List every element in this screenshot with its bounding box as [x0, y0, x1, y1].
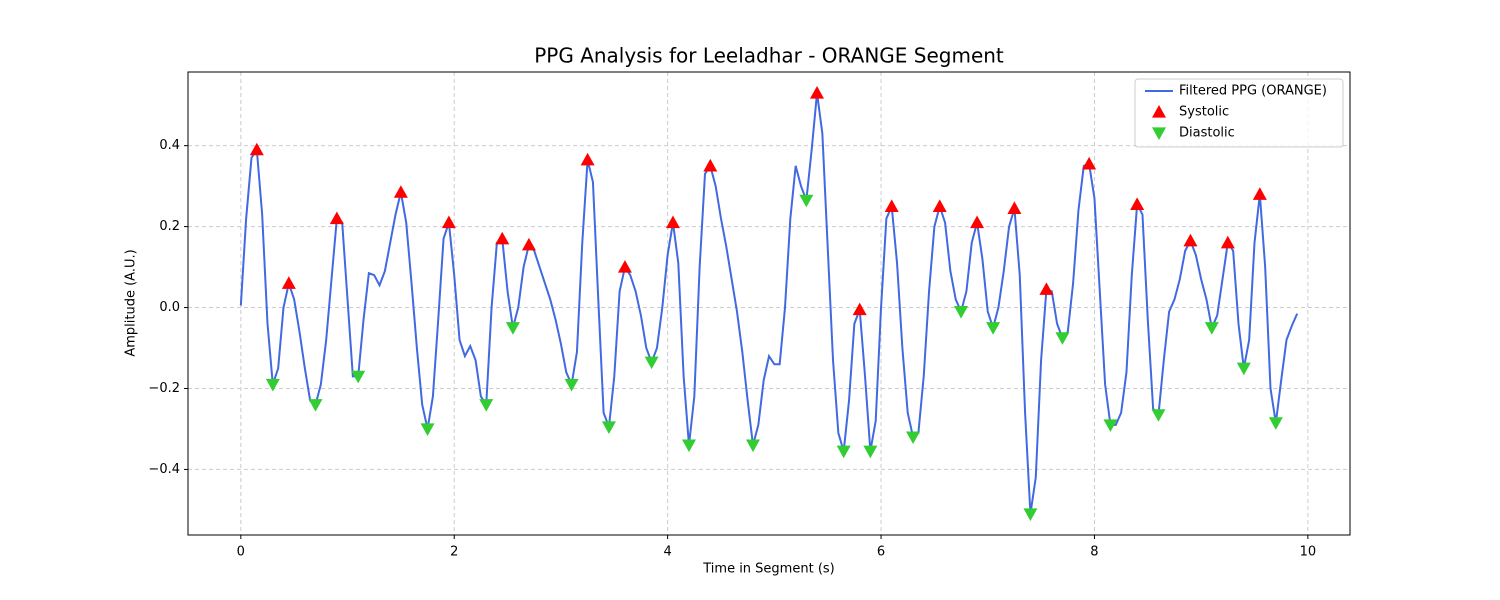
systolic-marker — [703, 158, 718, 172]
diastolic-marker — [863, 445, 878, 459]
diastolic-marker — [1023, 508, 1038, 521]
systolic-marker — [884, 199, 899, 212]
diastolic-marker — [1055, 332, 1070, 345]
y-tick-label: 0.0 — [159, 300, 180, 315]
plot-frame — [187, 71, 1351, 536]
y-axis-label: Amplitude (A.U.) — [124, 249, 139, 356]
systolic-marker — [852, 302, 867, 316]
systolic-marker — [495, 231, 510, 245]
legend-label: Systolic — [1179, 105, 1229, 120]
diastolic-marker — [351, 370, 366, 384]
systolic-marker — [1130, 197, 1145, 210]
diastolic-marker — [564, 378, 579, 392]
diastolic-marker — [479, 399, 494, 412]
diastolic-marker — [986, 322, 1001, 335]
legend-marker — [1152, 127, 1166, 140]
systolic-marker — [665, 215, 680, 229]
ppg-line — [239, 92, 1299, 515]
diastolic-marker — [265, 378, 280, 392]
diastolic-marker — [420, 423, 435, 436]
systolic-marker — [281, 276, 296, 289]
systolic-marker — [1007, 201, 1022, 214]
diastolic-marker — [681, 439, 696, 453]
systolic-marker — [810, 86, 825, 99]
diastolic-marker — [954, 305, 969, 319]
diastolic-marker — [1204, 322, 1219, 335]
systolic-marker — [1252, 187, 1267, 200]
diastolic-marker — [745, 439, 760, 453]
y-tick-label: 0.2 — [159, 219, 180, 234]
systolic-marker — [970, 215, 985, 229]
systolic-marker — [1082, 156, 1097, 170]
diastolic-marker — [1236, 362, 1251, 376]
diastolic-marker — [799, 194, 814, 208]
diastolic-marker — [906, 431, 921, 445]
diastolic-marker — [1103, 419, 1118, 432]
y-tick-label: −0.2 — [148, 381, 180, 396]
x-tick-label: 6 — [877, 545, 885, 560]
systolic-marker — [1183, 233, 1198, 247]
systolic-marker — [393, 185, 408, 198]
diastolic-marker — [505, 322, 520, 335]
diastolic-marker — [836, 445, 851, 459]
x-axis-label: Time in Segment (s) — [702, 562, 834, 577]
y-tick-label: 0.4 — [159, 138, 180, 153]
diastolic-marker — [1268, 417, 1283, 430]
systolic-marker — [249, 142, 264, 156]
x-tick-label: 0 — [237, 545, 245, 560]
diastolic-marker — [1151, 409, 1166, 422]
legend-label: Diastolic — [1179, 126, 1235, 141]
legend-label: Filtered PPG (ORANGE) — [1179, 84, 1327, 99]
x-tick-label: 4 — [663, 545, 671, 560]
x-tick-label: 2 — [450, 545, 458, 560]
chart-title: PPG Analysis for Leeladhar - ORANGE Segm… — [534, 44, 1004, 68]
systolic-marker — [1039, 282, 1054, 295]
legend-box — [1134, 78, 1344, 148]
systolic-marker — [521, 237, 536, 251]
diastolic-marker — [308, 399, 323, 412]
x-tick-label: 8 — [1090, 545, 1098, 560]
diastolic-marker — [601, 421, 616, 434]
systolic-marker — [932, 199, 947, 212]
systolic-marker — [1220, 235, 1235, 249]
x-tick-label: 10 — [1300, 545, 1317, 560]
systolic-marker — [617, 260, 632, 273]
systolic-marker — [580, 152, 595, 166]
y-tick-label: −0.4 — [148, 462, 180, 477]
systolic-marker — [441, 215, 456, 229]
systolic-marker — [329, 211, 344, 225]
diastolic-marker — [644, 356, 659, 370]
legend-marker — [1152, 105, 1166, 118]
